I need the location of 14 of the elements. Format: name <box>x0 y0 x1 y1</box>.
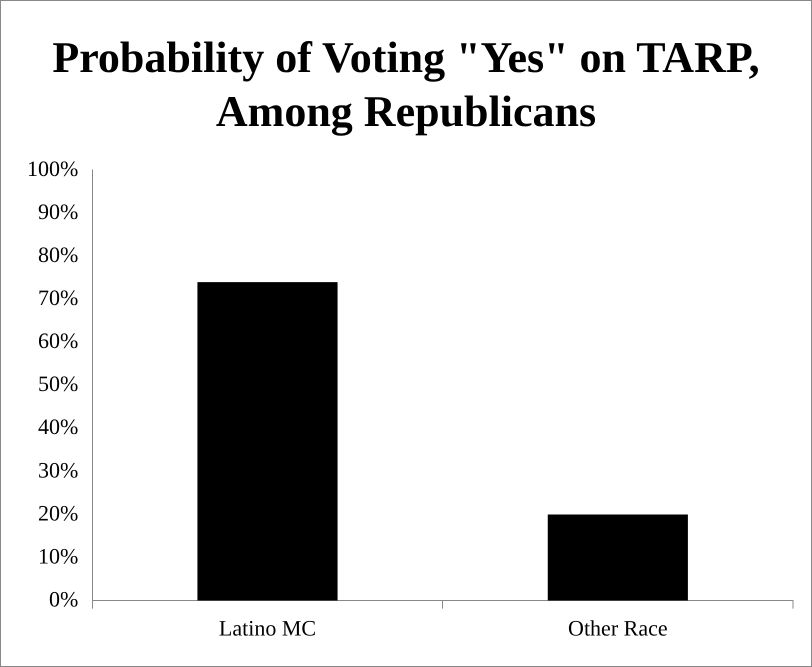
y-tick-label: 50% <box>38 371 78 396</box>
y-tick-label: 40% <box>38 414 78 440</box>
y-tick-label: 70% <box>38 285 78 310</box>
x-tick-label: Latino MC <box>218 616 316 641</box>
y-tick-label: 100% <box>27 156 78 181</box>
chart-title: Probability of Voting "Yes" on TARP, Among Republicans <box>51 32 761 138</box>
y-tick-label: 10% <box>38 543 78 568</box>
y-tick-label: 90% <box>38 199 78 224</box>
y-tick-label: 60% <box>38 328 78 354</box>
x-tick-label: Other Race <box>568 616 668 641</box>
y-tick-label: 20% <box>38 500 78 526</box>
y-tick-label: 80% <box>38 242 78 268</box>
y-tick-label: 30% <box>38 457 78 482</box>
y-tick-label: 0% <box>49 586 78 612</box>
